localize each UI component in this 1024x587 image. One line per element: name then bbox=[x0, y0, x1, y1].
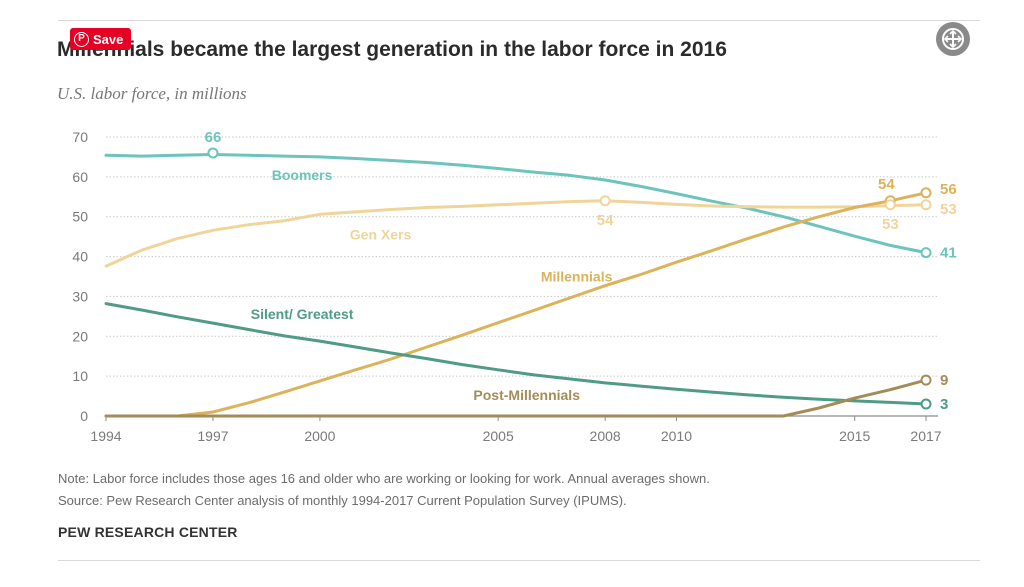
y-tick-label: 60 bbox=[72, 169, 88, 185]
series-layer bbox=[104, 147, 932, 418]
point-marker bbox=[920, 398, 932, 410]
series-label-millennials: Millennials bbox=[541, 269, 613, 285]
point-marker bbox=[884, 199, 896, 211]
series-line-post-millennials bbox=[104, 378, 928, 418]
data-label: 56 bbox=[940, 181, 957, 198]
y-tick-label: 30 bbox=[72, 288, 88, 304]
point-marker bbox=[599, 195, 611, 207]
y-tick-label: 10 bbox=[72, 368, 88, 384]
series-line-gen-xers bbox=[104, 199, 928, 268]
bottom-divider bbox=[58, 560, 980, 561]
series-label-gen-xers: Gen Xers bbox=[350, 226, 412, 242]
series-line-silent-greatest bbox=[104, 302, 928, 406]
save-label: Save bbox=[93, 31, 124, 47]
y-tick-label: 50 bbox=[72, 209, 88, 225]
point-marker bbox=[920, 199, 932, 211]
series-line-boomers bbox=[104, 153, 928, 255]
y-tick-label: 70 bbox=[72, 129, 88, 145]
pinterest-save-button[interactable]: P Save bbox=[70, 28, 132, 50]
data-label: 54 bbox=[597, 212, 614, 229]
top-divider bbox=[58, 20, 980, 21]
series-label-silent-greatest: Silent/ Greatest bbox=[251, 306, 354, 322]
x-tick-label: 2008 bbox=[590, 428, 621, 444]
x-tick-label: 2005 bbox=[483, 428, 514, 444]
x-tick-label: 2010 bbox=[661, 428, 692, 444]
brand-name: PEW RESEARCH CENTER bbox=[58, 524, 238, 540]
x-tick-label: 2015 bbox=[839, 428, 870, 444]
x-tick-label: 1994 bbox=[90, 428, 121, 444]
point-marker bbox=[920, 187, 932, 199]
data-label: 66 bbox=[205, 129, 222, 146]
point-marker bbox=[207, 147, 219, 159]
line-chart: 0 10 20 30 40 50 60 70 1994 1997 2000 2005 2008 2010 2… bbox=[72, 129, 957, 444]
chart-source: Source: Pew Research Center analysis of … bbox=[58, 493, 627, 508]
y-tick-label: 40 bbox=[72, 249, 88, 265]
data-label: 54 bbox=[878, 176, 895, 193]
y-tick-label: 0 bbox=[80, 408, 88, 424]
data-label: 41 bbox=[940, 245, 957, 262]
data-label: 3 bbox=[940, 396, 948, 413]
expand-icon[interactable] bbox=[936, 22, 970, 56]
data-label: 53 bbox=[940, 201, 957, 218]
pinterest-icon: P bbox=[74, 31, 89, 47]
point-marker bbox=[920, 374, 932, 386]
series-line-millennials bbox=[104, 191, 928, 418]
chart-subtitle: U.S. labor force, in millions bbox=[57, 84, 247, 103]
y-tick-label: 20 bbox=[72, 328, 88, 344]
chart-title: Millennials became the largest generatio… bbox=[57, 38, 727, 61]
chart-note: Note: Labor force includes those ages 16… bbox=[58, 471, 710, 486]
x-tick-label: 2000 bbox=[304, 428, 335, 444]
label-layer: Boomers Gen Xers Millennials Silent/ Greate… bbox=[205, 129, 957, 413]
data-label: 9 bbox=[940, 372, 948, 389]
series-label-post-millennials: Post-Millennials bbox=[473, 387, 580, 403]
data-label: 53 bbox=[882, 216, 899, 233]
x-tick-label: 1997 bbox=[197, 428, 228, 444]
point-marker bbox=[920, 247, 932, 259]
x-tick-label: 2017 bbox=[910, 428, 941, 444]
series-label-boomers: Boomers bbox=[272, 167, 333, 183]
